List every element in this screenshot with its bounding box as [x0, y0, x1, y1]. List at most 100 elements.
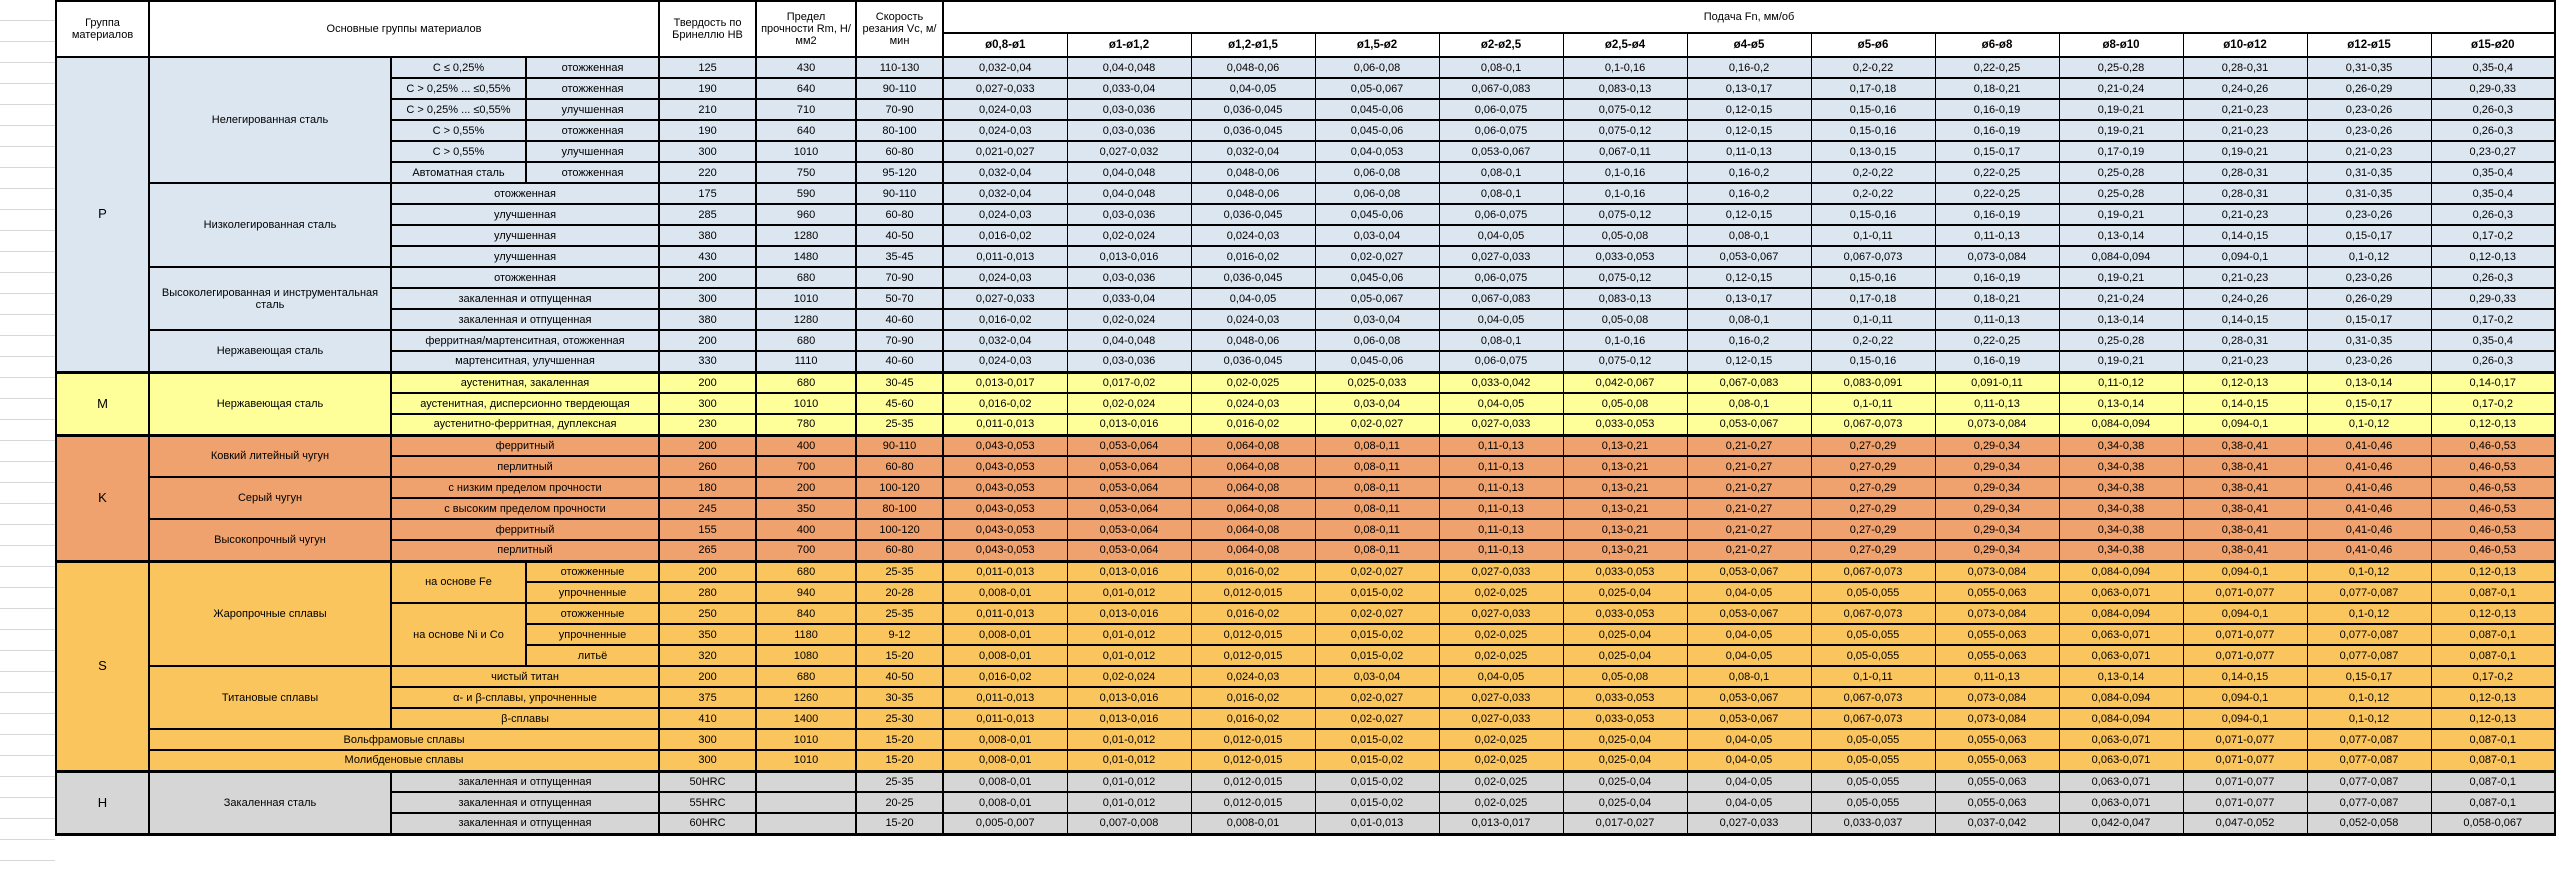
- speed-cell[interactable]: 25-35: [855, 770, 945, 793]
- strength-cell[interactable]: 1010: [755, 728, 858, 751]
- feed-cell[interactable]: 0,045-0,06: [1314, 98, 1440, 121]
- strength-cell[interactable]: 960: [755, 203, 858, 226]
- strength-cell[interactable]: 1010: [755, 140, 858, 163]
- feed-cell[interactable]: 0,036-0,045: [1190, 119, 1316, 142]
- feed-cell[interactable]: 0,38-0,41: [2182, 518, 2308, 541]
- feed-cell[interactable]: 0,29-0,33: [2430, 287, 2556, 310]
- feed-cell[interactable]: 0,013-0,016: [1066, 707, 1192, 730]
- feed-cell[interactable]: 0,13-0,14: [2058, 308, 2184, 331]
- treatment-cell[interactable]: отожженная: [524, 77, 661, 100]
- feed-cell[interactable]: 0,04-0,05: [1686, 791, 1812, 814]
- feed-cell[interactable]: 0,1-0,12: [2306, 686, 2432, 709]
- feed-cell[interactable]: 0,02-0,025: [1438, 644, 1564, 667]
- feed-cell[interactable]: 0,017-0,02: [1066, 371, 1192, 394]
- strength-cell[interactable]: 400: [755, 434, 858, 457]
- feed-cell[interactable]: 0,073-0,084: [1934, 245, 2060, 268]
- strength-cell[interactable]: 940: [755, 581, 858, 604]
- feed-cell[interactable]: 0,23-0,26: [2306, 98, 2432, 121]
- feed-cell[interactable]: 0,094-0,1: [2182, 245, 2308, 268]
- feed-cell[interactable]: 0,23-0,26: [2306, 350, 2432, 374]
- feed-cell[interactable]: 0,071-0,077: [2182, 770, 2308, 793]
- hardness-cell[interactable]: 210: [658, 98, 758, 121]
- feed-cell[interactable]: 0,083-0,091: [1810, 371, 1936, 394]
- feed-cell[interactable]: 0,06-0,08: [1314, 56, 1440, 79]
- feed-cell[interactable]: 0,013-0,016: [1066, 560, 1192, 583]
- feed-cell[interactable]: 0,38-0,41: [2182, 539, 2308, 563]
- feed-cell[interactable]: 0,11-0,13: [1934, 392, 2060, 415]
- composition-cell[interactable]: Автоматная сталь: [390, 161, 527, 184]
- treatment-cell[interactable]: улучшенная: [524, 98, 661, 121]
- feed-cell[interactable]: 0,16-0,2: [1686, 329, 1812, 352]
- feed-cell[interactable]: 0,13-0,21: [1562, 476, 1688, 499]
- feed-cell[interactable]: 0,025-0,04: [1562, 728, 1688, 751]
- feed-cell[interactable]: 0,063-0,071: [2058, 791, 2184, 814]
- speed-cell[interactable]: 20-25: [855, 791, 945, 814]
- hardness-cell[interactable]: 300: [658, 392, 758, 415]
- feed-cell[interactable]: 0,036-0,045: [1190, 350, 1316, 374]
- header-main-material-groups[interactable]: Основные группы материалов: [147, 0, 661, 58]
- feed-cell[interactable]: 0,29-0,34: [1934, 539, 2060, 563]
- composition-treatment-cell[interactable]: закаленная и отпущенная: [389, 770, 661, 793]
- feed-cell[interactable]: 0,024-0,03: [942, 98, 1068, 121]
- feed-cell[interactable]: 0,04-0,048: [1066, 182, 1192, 205]
- feed-cell[interactable]: 0,38-0,41: [2182, 497, 2308, 520]
- feed-cell[interactable]: 0,15-0,17: [2306, 665, 2432, 688]
- feed-cell[interactable]: 0,008-0,01: [942, 581, 1068, 604]
- feed-cell[interactable]: 0,02-0,027: [1314, 413, 1440, 437]
- hardness-cell[interactable]: 230: [658, 413, 758, 437]
- hardness-cell[interactable]: 200: [658, 665, 758, 688]
- strength-cell[interactable]: 780: [755, 413, 858, 437]
- header-material-group[interactable]: Группа материалов: [55, 0, 150, 58]
- feed-cell[interactable]: 0,087-0,1: [2430, 623, 2556, 646]
- feed-cell[interactable]: 0,29-0,34: [1934, 455, 2060, 478]
- feed-cell[interactable]: 0,084-0,094: [2058, 602, 2184, 625]
- feed-cell[interactable]: 0,032-0,04: [942, 182, 1068, 205]
- feed-cell[interactable]: 0,024-0,03: [1190, 224, 1316, 247]
- speed-cell[interactable]: 35-45: [855, 245, 945, 268]
- header-feed[interactable]: Подача Fn, мм/об: [942, 0, 2556, 34]
- feed-cell[interactable]: 0,05-0,08: [1562, 308, 1688, 331]
- feed-cell[interactable]: 0,055-0,063: [1934, 791, 2060, 814]
- feed-cell[interactable]: 0,008-0,01: [942, 623, 1068, 646]
- hardness-cell[interactable]: 200: [658, 560, 758, 583]
- composition-treatment-cell[interactable]: улучшенная: [389, 203, 661, 226]
- feed-cell[interactable]: 0,02-0,027: [1314, 707, 1440, 730]
- feed-cell[interactable]: 0,1-0,12: [2306, 707, 2432, 730]
- feed-cell[interactable]: 0,02-0,025: [1438, 749, 1564, 773]
- speed-cell[interactable]: 25-35: [855, 560, 945, 583]
- feed-cell[interactable]: 0,025-0,04: [1562, 623, 1688, 646]
- feed-cell[interactable]: 0,11-0,13: [1438, 476, 1564, 499]
- hardness-cell[interactable]: 175: [658, 182, 758, 205]
- feed-cell[interactable]: 0,077-0,087: [2306, 644, 2432, 667]
- composition-treatment-cell[interactable]: α- и β-сплавы, упрочненные: [389, 686, 661, 709]
- feed-cell[interactable]: 0,015-0,02: [1314, 791, 1440, 814]
- feed-cell[interactable]: 0,08-0,11: [1314, 518, 1440, 541]
- feed-cell[interactable]: 0,05-0,067: [1314, 77, 1440, 100]
- feed-cell[interactable]: 0,19-0,21: [2058, 266, 2184, 289]
- feed-cell[interactable]: 0,053-0,067: [1438, 140, 1564, 163]
- hardness-cell[interactable]: 200: [658, 371, 758, 394]
- feed-cell[interactable]: 0,055-0,063: [1934, 749, 2060, 773]
- feed-cell[interactable]: 0,35-0,4: [2430, 182, 2556, 205]
- speed-cell[interactable]: 90-110: [855, 182, 945, 205]
- feed-cell[interactable]: 0,12-0,15: [1686, 98, 1812, 121]
- feed-cell[interactable]: 0,04-0,05: [1686, 728, 1812, 751]
- material-family-cell[interactable]: Жаропрочные сплавы: [148, 560, 392, 667]
- strength-cell[interactable]: 1180: [755, 623, 858, 646]
- feed-cell[interactable]: 0,04-0,048: [1066, 161, 1192, 184]
- feed-cell[interactable]: 0,13-0,21: [1562, 434, 1688, 457]
- strength-cell[interactable]: 1080: [755, 644, 858, 667]
- composition-cell[interactable]: C > 0,25% ... ≤0,55%: [390, 98, 527, 121]
- feed-cell[interactable]: 0,2-0,22: [1810, 182, 1936, 205]
- feed-cell[interactable]: 0,01-0,013: [1314, 812, 1440, 836]
- feed-cell[interactable]: 0,1-0,16: [1562, 329, 1688, 352]
- hardness-cell[interactable]: 200: [658, 434, 758, 457]
- speed-cell[interactable]: 70-90: [855, 98, 945, 121]
- feed-cell[interactable]: 0,015-0,02: [1314, 770, 1440, 793]
- feed-cell[interactable]: 0,16-0,2: [1686, 182, 1812, 205]
- feed-cell[interactable]: 0,11-0,12: [2058, 371, 2184, 394]
- feed-cell[interactable]: 0,043-0,053: [942, 497, 1068, 520]
- feed-cell[interactable]: 0,063-0,071: [2058, 728, 2184, 751]
- feed-cell[interactable]: 0,46-0,53: [2430, 518, 2556, 541]
- feed-cell[interactable]: 0,064-0,08: [1190, 476, 1316, 499]
